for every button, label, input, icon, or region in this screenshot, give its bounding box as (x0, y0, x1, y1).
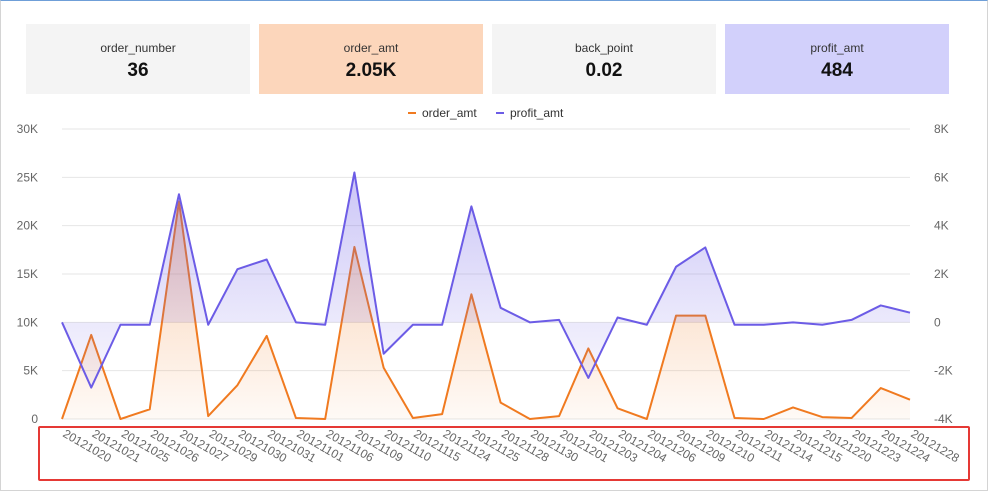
profit-amt-line (61, 171, 911, 389)
legend: order_amt profit_amt (408, 106, 564, 120)
order-amt-point-20121204 (615, 405, 621, 411)
order-amt-point-20121228 (907, 397, 913, 403)
profit-amt-point-20121020 (59, 319, 65, 325)
order-amt-point-20121214 (761, 416, 767, 422)
profit-amt-point-20121021 (88, 385, 94, 391)
profit-amt-point-20121124 (439, 322, 445, 328)
legend-label-order-amt: order_amt (422, 106, 477, 120)
profit-amt-point-20121203 (585, 375, 591, 381)
profit-amt-point-20121026 (147, 322, 153, 328)
y-right-tick-label: 6K (934, 170, 949, 184)
order-amt-point-20121106 (322, 416, 328, 422)
profit-amt-point-20121027 (176, 191, 182, 197)
kpi-label: profit_amt (810, 41, 864, 55)
legend-label-profit-amt: profit_amt (510, 106, 564, 120)
profit-amt-point-20121125 (468, 203, 474, 209)
profit-amt-point-20121128 (498, 305, 504, 311)
kpi-value: 2.05K (345, 60, 397, 81)
order-amt-point-20121110 (381, 365, 387, 371)
profit-amt-point-20121106 (322, 322, 328, 328)
profit-amt-point-20121025 (117, 322, 123, 328)
kpi-card-order-number[interactable]: order_number 36 (26, 24, 250, 94)
y-left-tick-label: 15K (17, 267, 38, 281)
profit-amt-point-20121228 (907, 310, 913, 316)
kpi-card-back-point[interactable]: back_point 0.02 (492, 24, 716, 94)
y-right-tick-label: -2K (934, 364, 953, 378)
profit-amt-point-20121210 (702, 244, 708, 250)
order-amt-point-20121025 (117, 416, 123, 422)
order-amt-point-20121220 (819, 414, 825, 420)
y-left-tick-label: 20K (17, 219, 38, 233)
kpi-label: back_point (574, 41, 634, 55)
y-left-tick-label: 30K (17, 122, 38, 136)
y-left-tick-label: 10K (17, 315, 38, 329)
order-amt-point-20121130 (527, 416, 533, 422)
kpi-value: 0.02 (585, 60, 623, 81)
profit-amt-area (62, 172, 910, 388)
y-right-tick-label: 2K (934, 267, 949, 281)
kpi-card-profit-amt[interactable]: profit_amt 484 (725, 24, 949, 94)
y-right-tick-label: -4K (934, 412, 953, 426)
kpi-value: 36 (127, 60, 149, 81)
order-amt-point-20121115 (410, 415, 416, 421)
order-amt-point-20121211 (732, 415, 738, 421)
profit-amt-point-20121214 (761, 322, 767, 328)
order-amt-point-20121223 (849, 415, 855, 421)
profit-amt-point-20121215 (790, 319, 796, 325)
y-right-tick-label: 0 (934, 315, 941, 329)
y-left-tick-label: 5K (23, 364, 38, 378)
kpi-label: order_amt (343, 41, 399, 55)
order-amt-point-20121206 (644, 416, 650, 422)
y-right-tick-label: 4K (934, 219, 949, 233)
order-amt-point-20121029 (205, 413, 211, 419)
order-amt-point-20121201 (556, 413, 562, 419)
kpi-card-order-amt[interactable]: order_amt 2.05K (259, 24, 483, 94)
profit-amt-point-20121029 (205, 322, 211, 328)
profit-amt-point-20121109 (351, 170, 357, 176)
y-left-tick-label: 0 (31, 412, 38, 426)
profit-amt-point-20121110 (381, 351, 387, 357)
profit-amt-point-20121211 (732, 322, 738, 328)
profit-amt-point-20121030 (234, 266, 240, 272)
dual-axis-line-chart[interactable]: 05K10K15K20K25K30K-4K-2K02K4K6K8K2012102… (0, 100, 988, 491)
order-amt-point-20121215 (790, 404, 796, 410)
profit-amt-point-20121223 (849, 317, 855, 323)
profit-amt-point-20121204 (615, 315, 621, 321)
order-amt-point-20121026 (147, 406, 153, 412)
order-amt-point-20121030 (234, 382, 240, 388)
profit-amt-point-20121115 (410, 322, 416, 328)
x-axis-labels-highlight-box (38, 426, 970, 481)
y-right-tick-label: 8K (934, 122, 949, 136)
order-amt-point-20121020 (59, 416, 65, 422)
order-amt-point-20121124 (439, 411, 445, 417)
order-amt-point-20121128 (498, 400, 504, 406)
order-amt-area (62, 201, 910, 419)
profit-amt-point-20121224 (878, 302, 884, 308)
profit-amt-point-20121101 (293, 319, 299, 325)
y-left-tick-label: 25K (17, 170, 38, 184)
order-amt-point-20121224 (878, 385, 884, 391)
profit-amt-point-20121031 (264, 257, 270, 263)
profit-amt-point-20121220 (819, 322, 825, 328)
order-amt-point-20121101 (293, 415, 299, 421)
order-amt-line (61, 200, 911, 420)
kpi-value: 484 (821, 60, 853, 81)
kpi-label: order_number (100, 41, 176, 55)
profit-amt-point-20121130 (527, 319, 533, 325)
profit-amt-point-20121209 (673, 264, 679, 270)
profit-amt-point-20121201 (556, 317, 562, 323)
order-amt-point-20121031 (264, 333, 270, 339)
profit-amt-point-20121206 (644, 322, 650, 328)
